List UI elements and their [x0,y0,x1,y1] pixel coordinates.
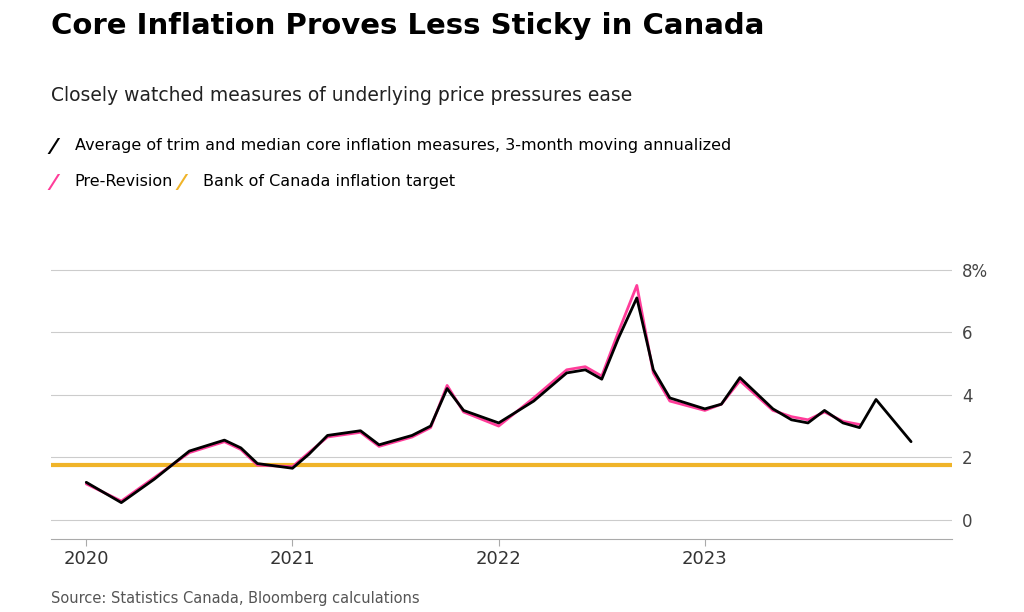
Text: Pre-Revision: Pre-Revision [75,174,173,190]
Text: Core Inflation Proves Less Sticky in Canada: Core Inflation Proves Less Sticky in Can… [51,12,765,40]
Text: Closely watched measures of underlying price pressures ease: Closely watched measures of underlying p… [51,86,633,105]
Text: Bank of Canada inflation target: Bank of Canada inflation target [203,174,455,190]
Text: Source: Statistics Canada, Bloomberg calculations: Source: Statistics Canada, Bloomberg cal… [51,591,420,606]
Text: Average of trim and median core inflation measures, 3-month moving annualized: Average of trim and median core inflatio… [75,138,731,153]
Text: ⁄: ⁄ [51,174,55,195]
Text: ⁄: ⁄ [179,174,183,195]
Text: ⁄: ⁄ [51,138,55,158]
